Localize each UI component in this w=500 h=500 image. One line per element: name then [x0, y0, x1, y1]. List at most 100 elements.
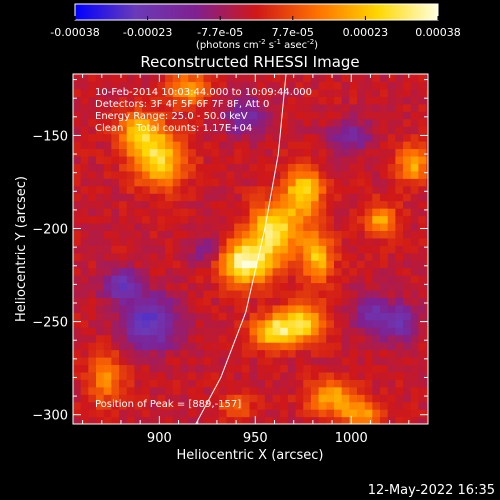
heatmap-cell — [372, 409, 381, 418]
heatmap-cell — [103, 208, 112, 217]
heatmap-cell — [96, 74, 105, 83]
heatmap-cell — [410, 148, 420, 157]
heatmap-cell — [103, 74, 112, 83]
heatmap-cell — [80, 319, 89, 328]
heatmap-cell — [303, 394, 312, 403]
heatmap-cell — [218, 371, 228, 380]
heatmap-cell — [211, 356, 220, 366]
heatmap-cell — [211, 237, 220, 246]
heatmap-cell — [211, 193, 220, 202]
heatmap-cell — [280, 267, 289, 276]
heatmap-cell — [203, 74, 212, 83]
heatmap-cell — [142, 193, 151, 202]
heatmap-cell — [180, 386, 189, 395]
heatmap-cell — [103, 327, 112, 336]
heatmap-cell — [73, 386, 82, 395]
heatmap-cell — [180, 237, 189, 246]
heatmap-cell — [157, 178, 166, 187]
heatmap-cell — [157, 74, 166, 83]
heatmap-cell — [326, 312, 335, 321]
heatmap-cell — [295, 222, 304, 231]
heatmap-cell — [142, 312, 151, 321]
heatmap-cell — [426, 297, 428, 306]
heatmap-cell — [410, 327, 420, 336]
heatmap-cell — [264, 297, 274, 306]
heatmap-cell — [142, 141, 151, 150]
heatmap-cell — [157, 88, 166, 97]
heatmap-cell — [310, 81, 320, 90]
heatmap-cell — [341, 185, 350, 194]
heatmap-cell — [410, 215, 420, 224]
heatmap-cell — [426, 88, 428, 97]
heatmap-cell — [364, 282, 373, 291]
heatmap-cell — [264, 126, 274, 135]
heatmap-cell — [80, 386, 89, 395]
heatmap-cell — [73, 178, 82, 187]
heatmap-cell — [341, 118, 350, 127]
heatmap-cell — [172, 275, 182, 284]
heatmap-cell — [395, 208, 404, 217]
heatmap-cell — [234, 237, 243, 246]
heatmap-cell — [211, 327, 220, 336]
heatmap-cell — [218, 364, 228, 373]
heatmap-cell — [142, 260, 151, 269]
heatmap-cell — [142, 267, 151, 276]
heatmap-cell — [426, 81, 428, 90]
heatmap-cell — [88, 230, 97, 239]
heatmap-cell — [387, 304, 396, 313]
heatmap-cell — [149, 401, 159, 410]
heatmap-cell — [149, 88, 159, 97]
heatmap-cell — [364, 356, 373, 366]
heatmap-cell — [226, 193, 235, 202]
heatmap-cell — [96, 394, 105, 403]
x-axis-label: Heliocentric X (arcsec) — [177, 448, 324, 463]
heatmap-cell — [211, 252, 220, 261]
heatmap-cell — [142, 155, 151, 164]
heatmap-cell — [341, 215, 350, 224]
heatmap-cell — [418, 319, 427, 328]
heatmap-cell — [349, 349, 358, 358]
heatmap-cell — [395, 334, 404, 343]
heatmap-cell — [380, 275, 389, 284]
heatmap-cell — [165, 74, 174, 83]
heatmap-cell — [73, 342, 82, 351]
heatmap-cell — [211, 260, 220, 269]
heatmap-cell — [310, 267, 320, 276]
heatmap-cell — [103, 88, 112, 97]
heatmap-cell — [372, 155, 381, 164]
heatmap-cell — [272, 342, 281, 351]
heatmap-cell — [349, 289, 358, 299]
heatmap-cell — [272, 215, 281, 224]
heatmap-cell — [303, 416, 312, 424]
heatmap-cell — [341, 74, 350, 83]
heatmap-cell — [357, 364, 366, 373]
heatmap-cell — [149, 237, 159, 246]
heatmap-cell — [303, 289, 312, 299]
heatmap-cell — [272, 148, 281, 157]
heatmap-cell — [203, 245, 212, 254]
heatmap-cell — [357, 282, 366, 291]
heatmap-cell — [111, 349, 120, 358]
heatmap-cell — [188, 386, 197, 395]
heatmap-cell — [172, 416, 182, 424]
heatmap-cell — [280, 334, 289, 343]
heatmap-cell — [103, 312, 112, 321]
heatmap-cell — [303, 118, 312, 127]
heatmap-cell — [80, 170, 89, 179]
heatmap-cell — [149, 111, 159, 120]
heatmap-cell — [403, 364, 412, 373]
heatmap-cell — [426, 356, 428, 366]
heatmap-cell — [157, 409, 166, 418]
heatmap-cell — [188, 252, 197, 261]
heatmap-cell — [387, 260, 396, 269]
heatmap-cell — [96, 312, 105, 321]
heatmap-cell — [226, 334, 235, 343]
heatmap-cell — [318, 222, 327, 231]
heatmap-cell — [264, 416, 274, 424]
heatmap-cell — [303, 252, 312, 261]
heatmap-cell — [195, 193, 205, 202]
heatmap-cell — [241, 349, 251, 358]
heatmap-cell — [180, 267, 189, 276]
heatmap-cell — [73, 215, 82, 224]
